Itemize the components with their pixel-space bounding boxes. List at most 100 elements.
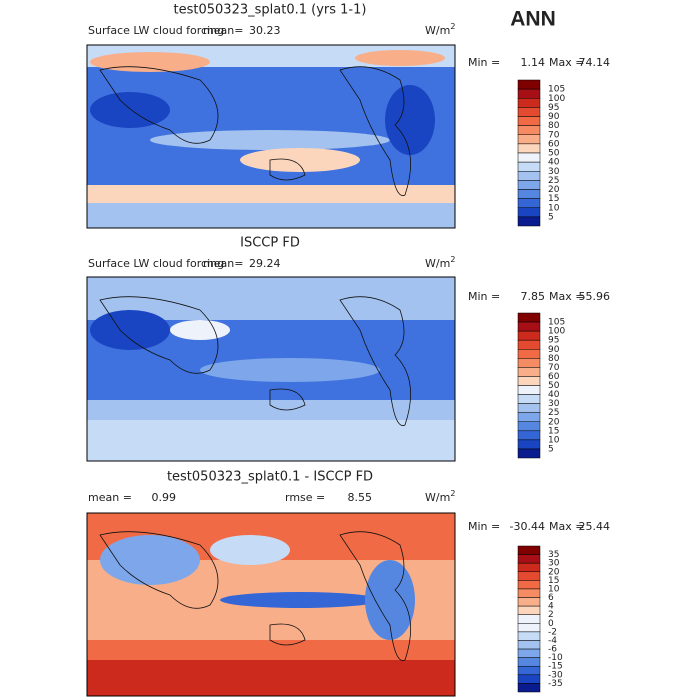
colorbar-label: 25 — [548, 408, 559, 418]
colorbar-label: 30 — [548, 399, 560, 409]
colorbar-box — [517, 623, 541, 633]
colorbar-label: 30 — [548, 167, 560, 177]
colorbar-box — [517, 143, 541, 154]
map-frame — [86, 512, 456, 697]
field-patch — [90, 92, 170, 128]
colorbar-box — [517, 207, 541, 218]
colorbar-label: 40 — [548, 158, 560, 168]
colorbar-box — [517, 161, 541, 172]
colorbar-box — [517, 116, 541, 126]
min-label: Min = — [468, 290, 500, 303]
units: W/m2 — [425, 22, 455, 38]
field-patch — [87, 185, 455, 203]
min-value: 1.14 — [521, 56, 546, 69]
max-value: 55.96 — [579, 290, 611, 303]
colorbar-label: 70 — [548, 130, 560, 140]
colorbar-box — [517, 605, 541, 615]
colorbar-label: 2 — [548, 610, 554, 620]
colorbar-label: 10 — [548, 584, 560, 594]
panel-title: ISCCP FD — [240, 236, 300, 251]
colorbar-box — [517, 339, 541, 350]
colorbar-label: 80 — [548, 354, 560, 364]
colorbar-box — [517, 216, 541, 227]
max-label: Max = — [549, 290, 584, 303]
colorbar-box — [517, 580, 541, 590]
field-patch — [90, 310, 170, 350]
colorbar-label: 40 — [548, 390, 560, 400]
map-frame — [86, 276, 456, 462]
coastline — [99, 531, 411, 661]
colorbar-box — [517, 394, 541, 404]
colorbar-box — [517, 554, 541, 564]
units: W/m2 — [425, 489, 455, 505]
rmse-value: 8.55 — [348, 491, 373, 504]
colorbar-label: 6 — [548, 593, 554, 603]
field-patch — [87, 203, 455, 228]
colorbar-label: 95 — [548, 103, 559, 113]
colorbar-box — [517, 88, 541, 99]
colorbar-label: -30 — [548, 670, 563, 680]
colorbar-label: 5 — [548, 444, 554, 454]
min-label: Min = — [468, 56, 500, 69]
colorbar-label: 0 — [548, 619, 554, 629]
colorbar-label: -6 — [548, 645, 557, 655]
mean-label: mean= — [203, 24, 243, 37]
colorbar-label: 15 — [548, 576, 559, 586]
colorbar-box — [517, 171, 541, 181]
colorbar-label: -10 — [548, 653, 563, 663]
colorbar-box — [517, 98, 541, 108]
mean-value: 29.24 — [249, 257, 281, 270]
colorbar-box — [517, 674, 541, 684]
colorbar-box — [517, 448, 541, 459]
colorbar-box — [517, 614, 541, 624]
colorbar-box — [517, 631, 541, 641]
units-base: W/m — [425, 491, 450, 504]
max-value: 74.14 — [579, 56, 611, 69]
colorbar-label: -2 — [548, 627, 557, 637]
colorbar-box — [517, 189, 541, 199]
field-name: Surface LW cloud forcing — [88, 24, 224, 37]
colorbar-label: 10 — [548, 203, 560, 213]
units-base: W/m — [425, 24, 450, 37]
colorbar-box — [517, 597, 541, 607]
colorbar-label: 105 — [548, 85, 565, 95]
colorbar-label: 70 — [548, 363, 560, 373]
colorbar-label: 10 — [548, 435, 560, 445]
colorbar-box — [517, 125, 541, 135]
colorbar-box — [517, 198, 541, 208]
max-label: Max = — [549, 520, 584, 533]
max-label: Max = — [549, 56, 584, 69]
field-patch — [385, 85, 435, 155]
max-value: 25.44 — [579, 520, 611, 533]
colorbar-label: -15 — [548, 662, 563, 672]
units-exp: 2 — [450, 255, 455, 264]
colorbar-label: 100 — [548, 94, 565, 104]
colorbar-label: 90 — [548, 112, 560, 122]
field-patch — [220, 592, 380, 608]
map-frame — [86, 44, 456, 229]
colorbar-label: -35 — [548, 679, 563, 689]
colorbar-label: 80 — [548, 121, 560, 131]
map — [87, 277, 455, 461]
colorbar-box — [517, 107, 541, 117]
field-patch — [87, 660, 455, 696]
colorbar-label: 105 — [548, 318, 565, 328]
min-label: Min = — [468, 520, 500, 533]
season: ANN — [510, 8, 556, 31]
colorbar-label: 90 — [548, 345, 560, 355]
coastline — [99, 296, 411, 426]
colorbar-box — [517, 152, 541, 163]
colorbar-label: 50 — [548, 149, 560, 159]
field-patch — [240, 148, 360, 172]
colorbar-label: 20 — [548, 417, 560, 427]
field-patch — [100, 535, 200, 585]
colorbar-label: 20 — [548, 567, 560, 577]
colorbar-box — [517, 665, 541, 676]
field-patch — [210, 535, 290, 565]
colorbar-box — [517, 349, 541, 359]
colorbar-box — [517, 321, 541, 332]
colorbar-label: 60 — [548, 139, 560, 149]
colorbar-box — [517, 330, 541, 341]
colorbar-label: 95 — [548, 336, 559, 346]
